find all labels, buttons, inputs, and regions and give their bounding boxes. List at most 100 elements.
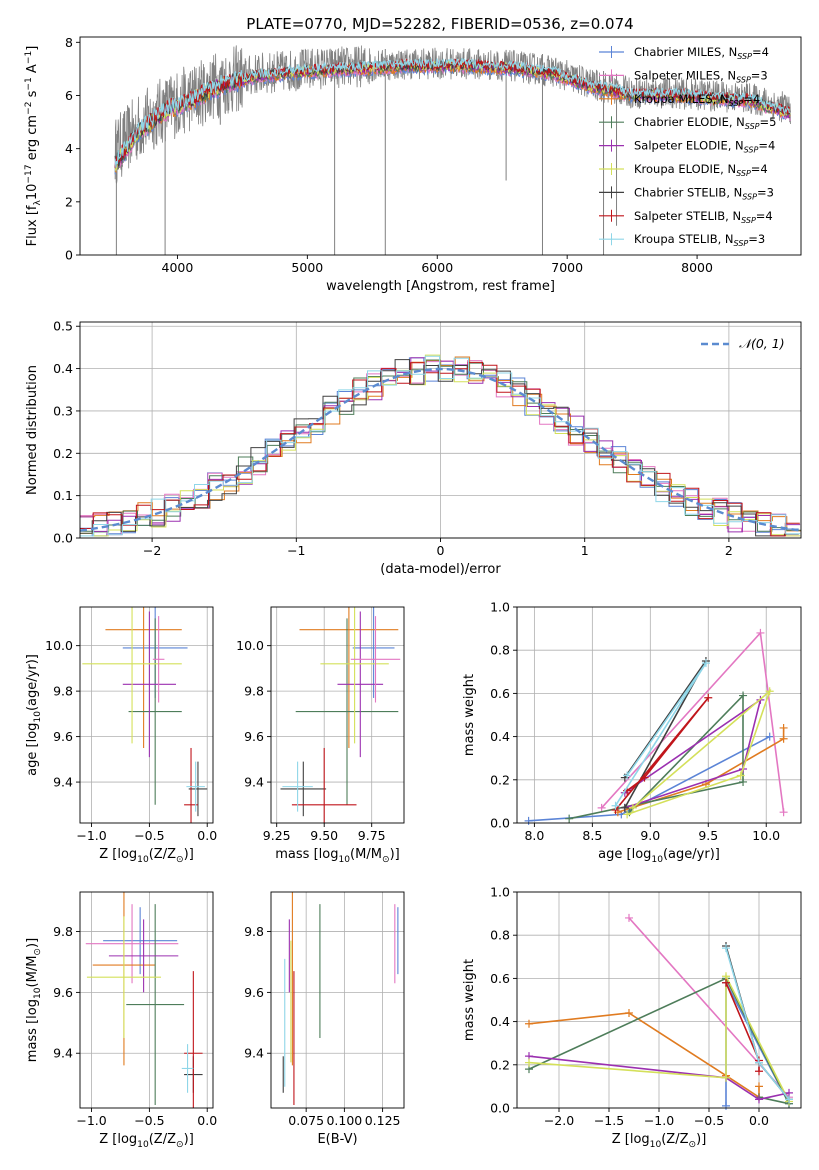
y-tick-label: 0 [65,248,73,263]
y-tick-label: 9.4 [53,775,73,790]
y-tick-label: 4 [65,141,73,156]
x-tick-label: 4000 [162,260,194,275]
weight-marker [704,693,713,702]
x-tick-label: 10.0 [752,828,780,843]
y-tick-label: 0.0 [490,816,510,831]
x-tick-label: 0.125 [365,1113,401,1128]
x-axis-label: (data-model)/error [380,562,501,577]
weight-line [725,945,790,1100]
x-axis-label: Z [log10​(Z/Z⊙​)] [99,847,194,865]
x-axis-label: wavelength [Angstrom, rest frame] [326,279,555,294]
y-axis-label: mass [log10​(M/M⊙​)] [25,938,43,1062]
y-axis-label: age [log10​(age/yr)] [25,654,43,776]
axes-frame [270,891,405,1109]
weight-line [626,688,772,816]
weight-marker [722,1101,730,1110]
y-tick-label: 9.4 [244,1046,264,1061]
y-axis-label: Normed distribution [25,365,40,495]
y-tick-label: 9.6 [244,985,264,1000]
x-tick-label: −0.5 [134,1113,164,1128]
weight-marker [640,773,649,782]
legend-label: Salpeter ELODIE, NSSP=4 [634,139,775,155]
y-tick-label: 0.8 [490,643,510,658]
y-tick-label: 1.0 [490,600,510,615]
x-tick-label: −2.0 [544,1113,574,1128]
residuals-panel: −2 −1 0 1 2 0.0 0.1 0.2 0.3 0.4 0.5 (data-model)/er… [25,319,802,577]
y-tick-label: 0.2 [490,772,510,787]
y-tick-label: 9.6 [53,985,73,1000]
x-tick-label: 8.5 [582,828,602,843]
legend-label: Salpeter STELIB, NSSP=4 [634,209,773,225]
weight-line [528,977,791,1105]
legend-label: Kroupa MILES, NSSP=4 [634,92,760,108]
x-axis-label: Z [log10​(Z/Z⊙​)] [99,1132,194,1150]
weight-marker [756,628,765,637]
y-tick-label: 0.0 [53,531,73,546]
y-tick-label: 0.3 [53,403,73,418]
x-axis-label: age [log10​(age/yr)] [598,847,720,865]
legend-label: Salpeter MILES, NSSP=3 [634,68,768,84]
weight-marker [722,978,730,987]
x-tick-label: 6000 [421,260,453,275]
weight-marker [722,1073,730,1082]
x-tick-label: 0.100 [326,1113,362,1128]
x-tick-label: 0.0 [197,1113,217,1128]
x-tick-label: 9.5 [698,828,718,843]
y-tick-label: 8 [65,35,73,50]
y-tick-label: 9.8 [244,924,264,939]
y-tick-label: 2 [65,194,73,209]
x-tick-label: 9.50 [310,828,338,843]
x-tick-label: −2 [143,543,161,558]
y-tick-label: 0.0 [490,1101,510,1116]
x-tick-label: 1 [581,543,589,558]
weight-marker [525,1058,533,1067]
x-tick-label: 9.0 [640,828,660,843]
weight-marker [785,1095,793,1104]
axes-frame [79,36,802,256]
weight-marker [525,1019,533,1028]
x-tick-label: 7000 [551,260,583,275]
spectrum-model-line [114,57,791,168]
weight-line [528,975,790,1102]
x-tick-label: 9.75 [358,828,386,843]
y-tick-label: 1.0 [490,885,510,900]
y-tick-label: 0.4 [53,361,73,376]
y-tick-label: 0.6 [490,971,510,986]
x-axis-label: Z [log10​(Z/Z⊙​)] [612,1132,707,1150]
weight-marker [625,913,633,922]
y-tick-label: 9.8 [53,924,73,939]
axes-frame [516,606,802,824]
weight-marker [701,659,710,668]
weight-line [614,697,709,811]
axes-frame [270,606,405,824]
weight-marker [524,816,533,825]
x-tick-label: 0.075 [288,1113,324,1128]
y-tick-label: 0.2 [490,1057,510,1072]
weight-marker [739,691,748,700]
x-tick-label: 0.0 [749,1113,769,1128]
y-tick-label: 9.4 [53,1046,73,1061]
y-axis-label: mass weight [462,674,477,756]
y-axis-label: mass weight [462,959,477,1041]
weight-line [528,1055,790,1101]
legend-label: Chabrier MILES, NSSP=4 [634,45,769,61]
x-tick-label: −1 [287,543,305,558]
legend-label: Chabrier STELIB, NSSP=3 [634,185,774,201]
y-tick-label: 9.8 [244,684,264,699]
residual-histogram [80,357,801,533]
axes-frame [79,606,214,824]
residual-histogram [80,361,800,537]
age_vs_mass-panel: 9.25 9.50 9.75 9.4 9.6 9.8 10.0 mass [log10​(M/… [236,606,405,865]
x-tick-label: −0.5 [694,1113,724,1128]
mass_vs_Z-panel: −1.0 −0.5 0.0 9.4 9.6 9.8 Z [log10​(Z/Z⊙​)] mas… [25,891,217,1150]
y-tick-label: 0.5 [53,319,73,334]
weight-marker [611,801,620,810]
weight-marker [779,808,788,817]
weight-marker [765,732,774,741]
weight-marker [755,1095,763,1104]
weight-marker [779,734,788,743]
axes-frame [79,891,214,1109]
y-tick-label: 9.8 [53,684,73,699]
y-tick-label: 0.1 [53,488,73,503]
